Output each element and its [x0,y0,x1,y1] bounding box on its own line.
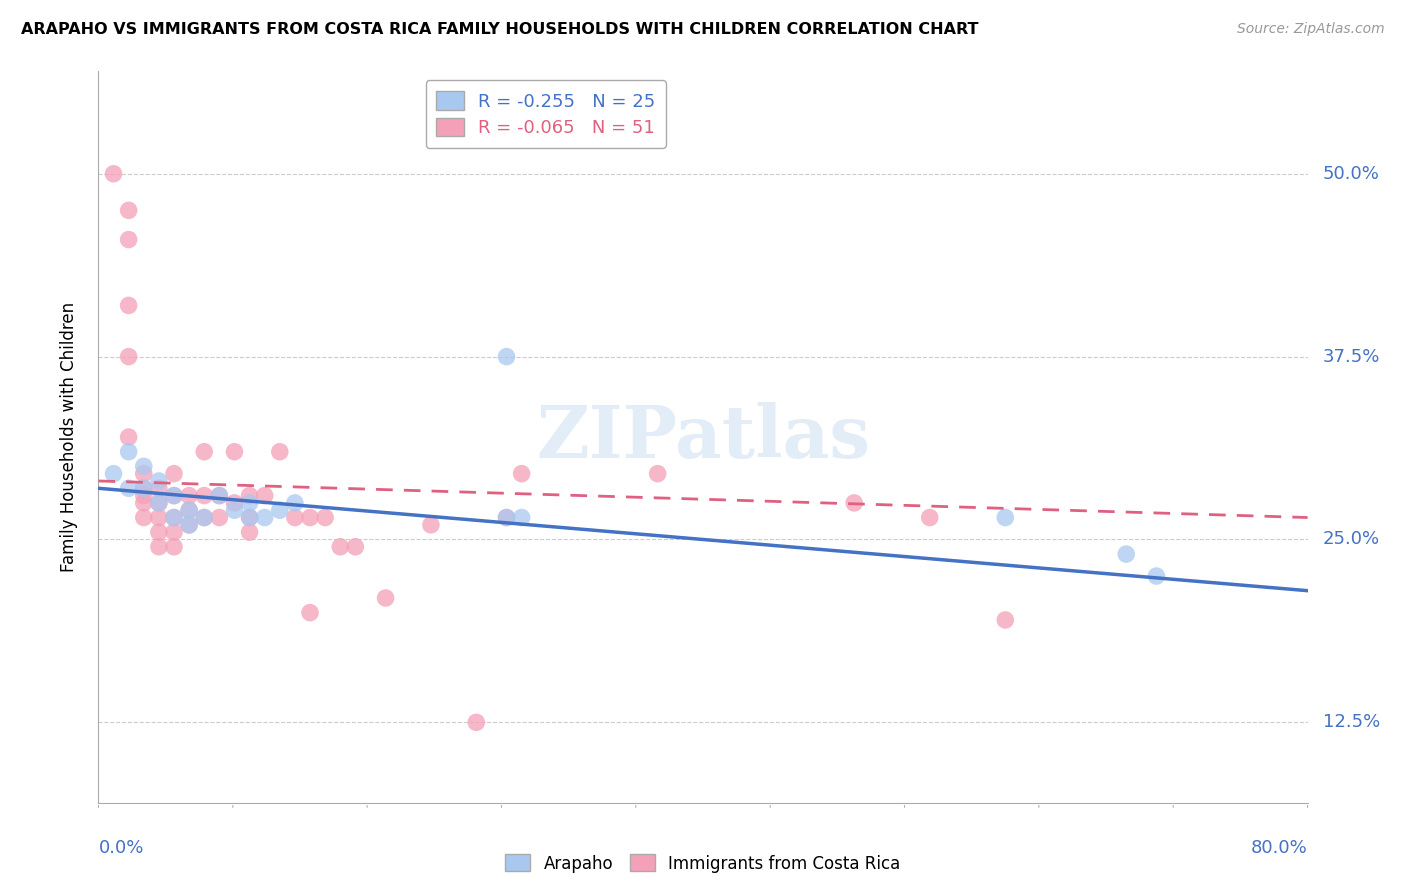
Point [299,510,322,524]
Point [148,474,170,488]
Point [148,525,170,540]
Point [1144,569,1167,583]
Point [495,350,517,364]
Point [193,444,215,458]
Point [918,510,941,524]
Point [132,481,155,495]
Point [269,444,291,458]
Point [103,167,125,181]
Point [103,467,125,481]
Point [844,496,866,510]
Point [299,606,322,620]
Y-axis label: Family Households with Children: Family Households with Children [59,302,77,572]
Point [314,510,336,524]
Point [495,510,517,524]
Point [994,510,1017,524]
Text: 50.0%: 50.0% [1323,165,1379,183]
Text: 37.5%: 37.5% [1323,348,1381,366]
Point [510,510,533,524]
Point [253,510,276,524]
Text: 80.0%: 80.0% [1251,839,1308,857]
Legend: Arapaho, Immigrants from Costa Rica: Arapaho, Immigrants from Costa Rica [499,847,907,880]
Point [224,496,246,510]
Point [284,496,307,510]
Point [148,496,170,510]
Point [179,517,201,532]
Point [132,481,155,495]
Point [132,496,155,510]
Point [465,715,488,730]
Point [148,481,170,495]
Point [193,510,215,524]
Point [148,510,170,524]
Point [118,350,141,364]
Point [118,444,141,458]
Point [239,496,262,510]
Text: 25.0%: 25.0% [1323,531,1379,549]
Point [994,613,1017,627]
Point [208,510,231,524]
Point [118,298,141,312]
Point [239,489,262,503]
Point [224,444,246,458]
Point [163,489,186,503]
Point [647,467,669,481]
Point [344,540,367,554]
Point [148,496,170,510]
Point [118,481,141,495]
Point [118,430,141,444]
Point [193,510,215,524]
Point [239,525,262,540]
Point [179,503,201,517]
Point [239,510,262,524]
Point [510,467,533,481]
Point [132,467,155,481]
Point [148,540,170,554]
Point [163,510,186,524]
Point [163,510,186,524]
Point [118,233,141,247]
Point [179,517,201,532]
Point [374,591,396,605]
Point [208,489,231,503]
Point [132,459,155,474]
Point [224,503,246,517]
Point [163,489,186,503]
Point [208,489,231,503]
Point [132,510,155,524]
Text: 12.5%: 12.5% [1323,714,1379,731]
Text: ARAPAHO VS IMMIGRANTS FROM COSTA RICA FAMILY HOUSEHOLDS WITH CHILDREN CORRELATIO: ARAPAHO VS IMMIGRANTS FROM COSTA RICA FA… [21,22,979,37]
Text: 0.0%: 0.0% [98,839,143,857]
Point [420,517,443,532]
Point [284,510,307,524]
Point [1115,547,1137,561]
Point [179,503,201,517]
Point [132,489,155,503]
Legend: R = -0.255   N = 25, R = -0.065   N = 51: R = -0.255 N = 25, R = -0.065 N = 51 [426,80,666,148]
Point [253,489,276,503]
Text: Source: ZipAtlas.com: Source: ZipAtlas.com [1237,22,1385,37]
Point [329,540,352,554]
Point [269,503,291,517]
Text: ZIPatlas: ZIPatlas [536,401,870,473]
Point [193,489,215,503]
Point [163,525,186,540]
Point [179,489,201,503]
Point [239,510,262,524]
Point [118,203,141,218]
Point [495,510,517,524]
Point [163,540,186,554]
Point [163,467,186,481]
